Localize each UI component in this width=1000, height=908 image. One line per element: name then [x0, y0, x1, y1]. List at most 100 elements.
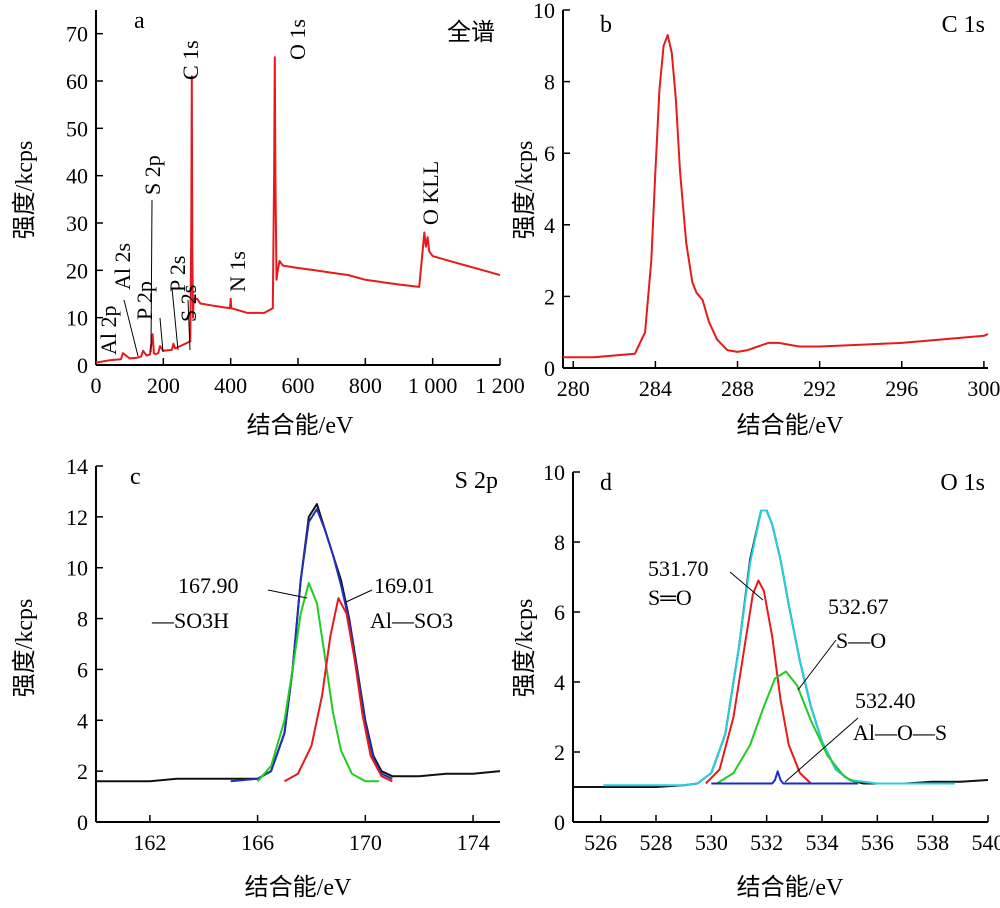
- panel-a-ytick-label: 40: [66, 164, 88, 189]
- panel-a-xtick-label: 1 200: [475, 373, 525, 398]
- panel-c-ytick-label: 0: [77, 810, 88, 835]
- panel-d-series-line-2: [705, 579, 812, 785]
- panel-b-ytick-label: 0: [544, 356, 555, 381]
- annotation-okll: O KLL: [418, 161, 443, 225]
- panel-a-xtick-label: 0: [91, 373, 102, 398]
- annotation-s2p: S 2p: [140, 155, 165, 195]
- panel-d-xtick-label: 526: [584, 830, 617, 855]
- panel-c-ytick-label: 14: [66, 454, 88, 479]
- panel-b-title: C 1s: [942, 12, 985, 38]
- annotation-p2s: P 2s: [165, 256, 190, 292]
- panel-d-ytick-label: 8: [554, 530, 565, 555]
- panel-b-label: b: [600, 12, 612, 38]
- panel-c-series-line-2: [256, 582, 379, 783]
- panel-c-ytick-label: 2: [77, 759, 88, 784]
- panel-d-xtick-label: 528: [640, 830, 673, 855]
- panel-d-label: d: [600, 470, 612, 496]
- panel-c-title: S 2p: [455, 468, 498, 494]
- panel-c-ylabel: 强度/kcps: [11, 599, 38, 698]
- panel-c-ytick-label: 6: [77, 657, 88, 682]
- panel-b-ytick-label: 8: [544, 70, 555, 95]
- annotation-al2p: Al 2p: [96, 306, 121, 356]
- panel-a: 0 200 400 600 800 1 000 1 200 0 10 20 30 40 50 60 70 a…: [11, 8, 525, 439]
- panel-c-xlabel: 结合能/eV: [245, 874, 352, 901]
- panel-b-ytick-label: 6: [544, 141, 555, 166]
- panel-d-xtick-label: 536: [861, 830, 894, 855]
- panel-b-xtick-label: 288: [721, 376, 754, 401]
- panel-d-xtick-label: 540: [972, 830, 1000, 855]
- panel-a-xtick-label: 200: [147, 373, 180, 398]
- panel-b-xtick-label: 284: [639, 376, 672, 401]
- panel-b-xtick-label: 280: [557, 376, 590, 401]
- panel-a-xlabel: 结合能/eV: [247, 412, 354, 439]
- panel-d-ytick-label: 10: [543, 460, 565, 485]
- panel-b-ytick-label: 2: [544, 284, 555, 309]
- annotation-p2p: P 2p: [132, 281, 157, 320]
- panel-b-ylabel: 强度/kcps: [511, 141, 538, 240]
- panel-d-xlabel: 结合能/eV: [737, 874, 844, 901]
- panel-d-xtick-label: 538: [916, 830, 949, 855]
- annotation-o1s: O 1s: [285, 19, 310, 60]
- panel-d-series-line-4: [711, 770, 858, 785]
- panel-b-xtick-label: 300: [967, 376, 1000, 401]
- annotation-c-value-1: 167.90: [178, 573, 239, 598]
- annotation-d-label-1: S═O: [648, 585, 692, 610]
- panel-a-ytick-label: 10: [66, 306, 88, 331]
- panel-a-xtick-label: 600: [282, 373, 315, 398]
- panel-a-ytick-label: 0: [77, 353, 88, 378]
- annotation-c-label-2: Al—SO3: [370, 608, 453, 633]
- panel-c-xtick-label: 170: [349, 830, 382, 855]
- panel-a-xtick-label: 1 000: [408, 373, 458, 398]
- panel-a-ytick-label: 60: [66, 69, 88, 94]
- panel-d-xtick-label: 530: [695, 830, 728, 855]
- panel-d-leader-lines: [729, 571, 859, 783]
- panel-d-series-line-3: [716, 670, 859, 785]
- panel-a-ytick-label: 70: [66, 22, 88, 47]
- panel-a-label: a: [134, 8, 145, 34]
- panel-c-label: c: [130, 464, 141, 490]
- panel-b-xlabel: 结合能/eV: [737, 412, 844, 439]
- panel-d-title: O 1s: [940, 470, 985, 496]
- panel-a-ytick-label: 30: [66, 211, 88, 236]
- annotation-d-label-3: Al—O—S: [853, 720, 947, 745]
- annotation-c-value-2: 169.01: [374, 573, 435, 598]
- panel-d-ytick-label: 2: [554, 740, 565, 765]
- panel-d: 526 528 530 532 534 536 538 540 0 2 4 6 8 10 d O 1s 结…: [511, 460, 1000, 901]
- annotation-c-label-1: —SO3H: [151, 608, 229, 633]
- panel-c-ytick-label: 4: [77, 708, 88, 733]
- panel-a-title: 全谱: [447, 19, 495, 46]
- panel-a-xtick-label: 800: [349, 373, 382, 398]
- panel-d-xtick-label: 534: [806, 830, 839, 855]
- panel-b-ytick-label: 10: [533, 0, 555, 23]
- panel-d-ylabel: 强度/kcps: [511, 599, 538, 698]
- panel-c-series-line-0: [96, 503, 501, 783]
- panel-d-series-line-1: [603, 509, 955, 787]
- panel-c-series-line-1: [230, 508, 393, 783]
- panel-c-xtick-label: 174: [457, 830, 490, 855]
- panel-d-ytick-label: 6: [554, 600, 565, 625]
- panel-c: 162 166 170 174 0 2 4 6 8 10 12 14 c S 2p 结合能/eV 强度…: [11, 454, 501, 901]
- panel-d-xtick-label: 532: [750, 830, 783, 855]
- panel-a-xtick-label: 400: [214, 373, 247, 398]
- panel-c-series-line-3: [284, 597, 393, 783]
- panel-a-ytick-label: 50: [66, 116, 88, 141]
- annotation-n1s: N 1s: [225, 251, 250, 292]
- panel-b-series-line-0: [563, 34, 989, 359]
- annotation-d-label-2: S—O: [836, 628, 886, 653]
- panel-a-ylabel: 强度/kcps: [11, 141, 38, 240]
- annotation-d-value-2: 532.67: [828, 594, 889, 619]
- annotation-c1s: C 1s: [178, 40, 203, 80]
- panel-a-series-line-0: [95, 56, 501, 364]
- annotation-al2s: Al 2s: [110, 243, 135, 290]
- panel-b-xtick-label: 296: [885, 376, 918, 401]
- panel-c-ytick-label: 12: [66, 505, 88, 530]
- panel-a-ytick-label: 20: [66, 258, 88, 283]
- panel-d-ytick-label: 4: [554, 670, 565, 695]
- panel-b-ytick-label: 4: [544, 213, 555, 238]
- annotation-d-value-1: 531.70: [648, 556, 709, 581]
- panel-c-leader-lines: [267, 589, 373, 603]
- panel-c-ytick-label: 8: [77, 607, 88, 632]
- panel-d-series-line-0: [573, 509, 989, 788]
